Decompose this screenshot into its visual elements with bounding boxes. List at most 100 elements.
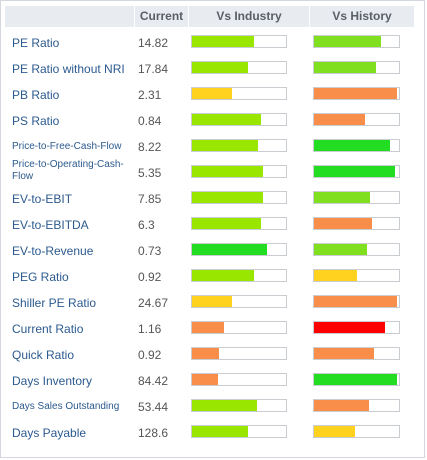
history-rank-fill bbox=[314, 296, 398, 307]
table-row: EV-to-EBIT 7.85 bbox=[1, 185, 426, 210]
industry-rank-fill bbox=[192, 166, 264, 177]
industry-rank-fill bbox=[192, 374, 219, 385]
current-value: 1.16 bbox=[138, 322, 162, 336]
history-rank-bar bbox=[313, 269, 400, 282]
ratio-name-link[interactable]: PE Ratio without NRI bbox=[12, 62, 125, 76]
current-value: 0.73 bbox=[138, 244, 162, 258]
industry-rank-fill bbox=[192, 36, 255, 47]
history-rank-fill bbox=[314, 88, 398, 99]
ratio-name-link[interactable]: EV-to-EBIT bbox=[12, 192, 73, 206]
table-row: Days Sales Outstanding 53.44 bbox=[1, 393, 426, 418]
industry-rank-bar bbox=[191, 321, 287, 334]
ratio-name-link[interactable]: Current Ratio bbox=[12, 322, 84, 336]
history-rank-fill bbox=[314, 348, 375, 359]
current-value: 7.85 bbox=[138, 192, 162, 206]
history-rank-bar bbox=[313, 165, 400, 178]
ratio-name-link[interactable]: Days Payable bbox=[12, 426, 87, 440]
industry-rank-bar bbox=[191, 243, 287, 256]
table-row: Price-to-Operating-Cash-Flow 5.35 bbox=[1, 159, 426, 184]
table-row: Price-to-Free-Cash-Flow 8.22 bbox=[1, 133, 426, 158]
ratio-name-link[interactable]: EV-to-Revenue bbox=[12, 244, 94, 258]
history-rank-fill bbox=[314, 114, 365, 125]
industry-rank-bar bbox=[191, 139, 287, 152]
current-value: 24.67 bbox=[138, 296, 169, 310]
ratio-name-link[interactable]: PE Ratio bbox=[12, 36, 60, 50]
history-rank-fill bbox=[314, 374, 398, 385]
ratio-name-link[interactable]: Quick Ratio bbox=[12, 348, 75, 362]
table-row: Quick Ratio 0.92 bbox=[1, 341, 426, 366]
current-value: 6.3 bbox=[138, 218, 155, 232]
table-row: Shiller PE Ratio 24.67 bbox=[1, 289, 426, 314]
history-rank-fill bbox=[314, 62, 377, 73]
industry-rank-fill bbox=[192, 296, 233, 307]
history-rank-fill bbox=[314, 322, 386, 333]
history-rank-fill bbox=[314, 140, 390, 151]
industry-rank-fill bbox=[192, 270, 255, 281]
history-rank-bar bbox=[313, 113, 400, 126]
history-rank-fill bbox=[314, 218, 372, 229]
industry-rank-fill bbox=[192, 140, 258, 151]
current-value: 2.31 bbox=[138, 88, 162, 102]
header-metric-cell bbox=[5, 6, 134, 27]
table-row: PB Ratio 2.31 bbox=[1, 81, 426, 106]
history-rank-bar bbox=[313, 217, 400, 230]
history-rank-fill bbox=[314, 166, 395, 177]
industry-rank-fill bbox=[192, 62, 249, 73]
ratio-name-link[interactable]: Price-to-Free-Cash-Flow bbox=[12, 141, 122, 152]
ratio-name-link[interactable]: PB Ratio bbox=[12, 88, 60, 102]
current-value: 14.82 bbox=[138, 36, 169, 50]
ratio-name-link[interactable]: Shiller PE Ratio bbox=[12, 296, 97, 310]
industry-rank-fill bbox=[192, 348, 220, 359]
history-rank-bar bbox=[313, 425, 400, 438]
history-rank-bar bbox=[313, 61, 400, 74]
header-vs-industry: Vs Industry bbox=[189, 6, 309, 27]
current-value: 17.84 bbox=[138, 62, 169, 76]
history-rank-fill bbox=[314, 244, 367, 255]
history-rank-bar bbox=[313, 35, 400, 48]
current-value: 5.35 bbox=[138, 166, 162, 180]
history-rank-bar bbox=[313, 295, 400, 308]
industry-rank-bar bbox=[191, 399, 287, 412]
table-row: EV-to-Revenue 0.73 bbox=[1, 237, 426, 262]
industry-rank-bar bbox=[191, 425, 287, 438]
table-row: Days Inventory 84.42 bbox=[1, 367, 426, 392]
table-row: Current Ratio 1.16 bbox=[1, 315, 426, 340]
ratio-name-link[interactable]: PEG Ratio bbox=[12, 270, 69, 284]
header-current: Current bbox=[135, 6, 188, 27]
table-row: PS Ratio 0.84 bbox=[1, 107, 426, 132]
table-row: PE Ratio without NRI 17.84 bbox=[1, 55, 426, 80]
industry-rank-bar bbox=[191, 347, 287, 360]
history-rank-fill bbox=[314, 400, 370, 411]
history-rank-fill bbox=[314, 426, 355, 437]
industry-rank-fill bbox=[192, 114, 261, 125]
current-value: 128.6 bbox=[138, 426, 169, 440]
industry-rank-bar bbox=[191, 191, 287, 204]
current-value: 84.42 bbox=[138, 374, 169, 388]
industry-rank-bar bbox=[191, 61, 287, 74]
ratio-name-link[interactable]: PS Ratio bbox=[12, 114, 60, 128]
history-rank-fill bbox=[314, 192, 371, 203]
table-row: Days Payable 128.6 bbox=[1, 419, 426, 444]
ratio-name-link[interactable]: Price-to-Operating-Cash-Flow bbox=[12, 159, 124, 182]
industry-rank-fill bbox=[192, 192, 264, 203]
industry-rank-bar bbox=[191, 373, 287, 386]
ratio-name-link[interactable]: EV-to-EBITDA bbox=[12, 218, 89, 232]
industry-rank-fill bbox=[192, 426, 249, 437]
history-rank-bar bbox=[313, 191, 400, 204]
ratio-name-link[interactable]: Days Inventory bbox=[12, 374, 93, 388]
current-value: 53.44 bbox=[138, 400, 169, 414]
table-row: EV-to-EBITDA 6.3 bbox=[1, 211, 426, 236]
ratio-name-link[interactable]: Days Sales Outstanding bbox=[12, 401, 120, 412]
industry-rank-bar bbox=[191, 269, 287, 282]
current-value: 0.92 bbox=[138, 270, 162, 284]
history-rank-bar bbox=[313, 373, 400, 386]
industry-rank-fill bbox=[192, 244, 268, 255]
industry-rank-fill bbox=[192, 218, 261, 229]
table-row: PE Ratio 14.82 bbox=[1, 29, 426, 54]
industry-rank-bar bbox=[191, 295, 287, 308]
history-rank-bar bbox=[313, 321, 400, 334]
industry-rank-bar bbox=[191, 35, 287, 48]
current-value: 8.22 bbox=[138, 140, 162, 154]
industry-rank-fill bbox=[192, 322, 224, 333]
